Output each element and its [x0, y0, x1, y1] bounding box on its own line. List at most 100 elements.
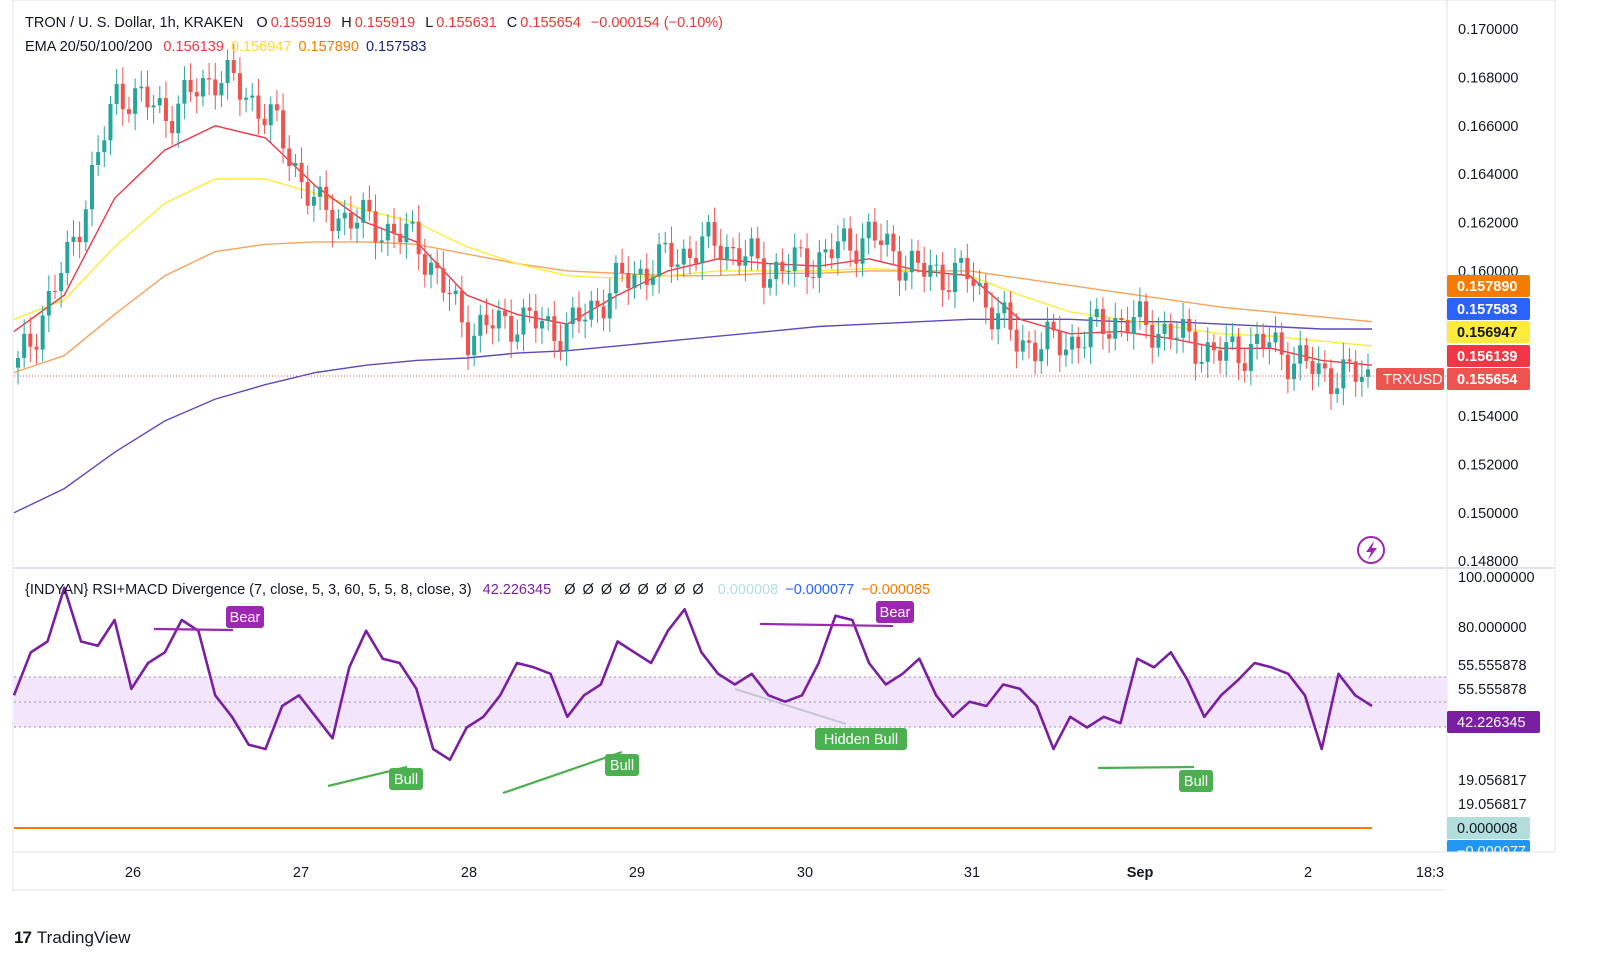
- candle-body: [1187, 318, 1192, 332]
- rsi-tick-label: 100.000000: [1458, 570, 1535, 586]
- candle: [1347, 348, 1352, 373]
- candle: [133, 78, 138, 130]
- symbol-title: TRON / U. S. Dollar, 1h, KRAKEN: [25, 15, 244, 31]
- candle-body: [441, 268, 446, 293]
- candle: [1119, 309, 1124, 337]
- candle: [1267, 326, 1272, 365]
- candle: [1057, 315, 1062, 372]
- candle-body: [946, 290, 951, 293]
- candle-body: [200, 78, 205, 97]
- candle-body: [601, 306, 606, 319]
- candle-body: [718, 245, 723, 261]
- candle-body: [305, 181, 310, 206]
- candle: [509, 299, 514, 359]
- candle-body: [1131, 316, 1136, 334]
- candle: [916, 240, 920, 273]
- candle-body: [694, 257, 699, 264]
- candle: [842, 218, 847, 251]
- candle-body: [761, 258, 766, 288]
- tradingview-logo[interactable]: 17 TradingView: [14, 928, 130, 948]
- candle-body: [533, 310, 538, 329]
- time-tick-label: 30: [797, 865, 813, 881]
- candle: [472, 323, 477, 367]
- candle: [1100, 297, 1105, 350]
- candle-body: [373, 211, 378, 243]
- close-value: 0.155654: [520, 15, 581, 31]
- candle: [200, 69, 205, 107]
- candle-body: [65, 241, 70, 274]
- hidden-bull-badge-label: Hidden Bull: [824, 732, 898, 748]
- candle: [422, 238, 427, 288]
- time-tick-label: 27: [293, 865, 309, 881]
- candle-body: [318, 186, 323, 197]
- candle: [928, 249, 933, 292]
- candle-body: [46, 291, 51, 316]
- candle-body: [157, 98, 162, 106]
- price-tag: [1447, 298, 1530, 320]
- candle-body: [367, 199, 372, 212]
- price-tag: [1447, 321, 1530, 343]
- candle: [860, 223, 865, 277]
- candle: [207, 62, 212, 96]
- candle-body: [379, 240, 384, 243]
- candle: [817, 239, 822, 293]
- candle-body: [657, 244, 662, 277]
- candle: [157, 86, 162, 114]
- candle: [1162, 311, 1167, 351]
- bear-badge: [226, 606, 264, 628]
- candle-body: [182, 80, 187, 104]
- candle-body: [213, 79, 218, 96]
- price-tick-label: 0.168000: [1458, 70, 1518, 86]
- candle-body: [996, 313, 1001, 330]
- candle: [613, 255, 618, 310]
- open-value: 0.155919: [270, 15, 332, 31]
- candle: [311, 185, 316, 222]
- candle: [1242, 347, 1247, 383]
- candle: [1174, 321, 1179, 354]
- bear-badge: [876, 601, 914, 623]
- low-value: 0.155631: [436, 15, 497, 31]
- bull-divergence-line: [502, 750, 623, 795]
- macd-value-1: 0.000008: [717, 582, 779, 598]
- ema-legend: EMA 20/50/100/200 0.156139 0.156947 0.15…: [25, 38, 429, 56]
- bear-divergence-line: [153, 627, 234, 632]
- candle-body: [1341, 359, 1346, 389]
- candle: [533, 293, 538, 343]
- candle-body: [176, 103, 181, 134]
- candle-body: [1113, 318, 1118, 339]
- brand-name: TradingView: [36, 928, 131, 947]
- time-tick-label: 18:3: [1416, 865, 1444, 881]
- candle: [1002, 291, 1007, 329]
- candle: [447, 278, 452, 312]
- candle: [940, 252, 945, 307]
- candle: [626, 256, 631, 305]
- candle: [299, 147, 304, 199]
- candle-body: [626, 272, 631, 289]
- price-tag-label: 0.157583: [1457, 302, 1517, 318]
- candle-body: [835, 241, 840, 259]
- candle-body: [71, 236, 76, 242]
- candle: [65, 230, 70, 286]
- candle: [188, 63, 193, 102]
- candle: [583, 303, 588, 339]
- candle: [1045, 307, 1050, 366]
- candle-body: [1329, 368, 1334, 394]
- candle-body: [114, 83, 119, 105]
- price-tag: [1447, 275, 1530, 297]
- indicator-label: {INDYAN} RSI+MACD Divergence (7, close, …: [25, 582, 472, 598]
- candle-body: [903, 272, 908, 281]
- candle-body: [108, 104, 113, 141]
- candle: [1008, 291, 1013, 341]
- candle: [879, 223, 884, 262]
- candle-body: [490, 325, 495, 329]
- time-tick-label: 26: [125, 865, 141, 881]
- candle-body: [1150, 325, 1155, 348]
- candle-body: [1100, 308, 1105, 335]
- candle-body: [1026, 340, 1031, 343]
- candle-body: [1347, 359, 1352, 362]
- candle-body: [700, 236, 705, 264]
- candle-body: [916, 250, 920, 263]
- bull-badge-label: Bull: [394, 772, 418, 788]
- candle: [126, 96, 131, 123]
